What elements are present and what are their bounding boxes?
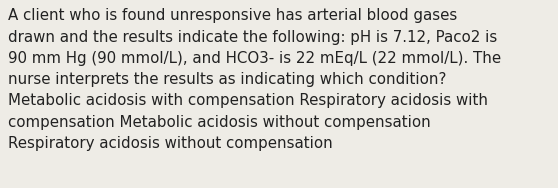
Text: A client who is found unresponsive has arterial blood gases
drawn and the result: A client who is found unresponsive has a…: [8, 8, 502, 151]
